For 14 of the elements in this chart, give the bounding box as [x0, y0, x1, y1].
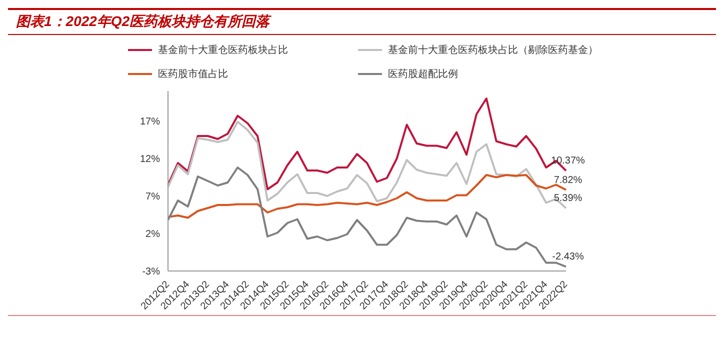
y-tick-label: 7%: [146, 192, 160, 203]
y-tick-label: 2%: [146, 229, 160, 240]
data-label: 7.82%: [554, 174, 582, 186]
legend-label: 医药股超配比例: [388, 68, 458, 81]
y-tick-label: -3%: [142, 266, 160, 278]
chart-title: 图表1：2022年Q2医药板块持仓有所回落: [8, 8, 716, 35]
data-label: 5.39%: [554, 193, 582, 204]
legend-label: 基金前十大重仓医药板块占比: [158, 44, 288, 57]
legend-label: 基金前十大重仓医药板块占比（剔除医药基金）: [388, 44, 598, 57]
data-label: -2.43%: [552, 252, 584, 263]
legend-label: 医药股市值占比: [158, 68, 228, 81]
y-tick-label: 12%: [140, 154, 160, 166]
y-tick-label: 17%: [140, 116, 160, 128]
data-label: 10.37%: [551, 156, 586, 167]
